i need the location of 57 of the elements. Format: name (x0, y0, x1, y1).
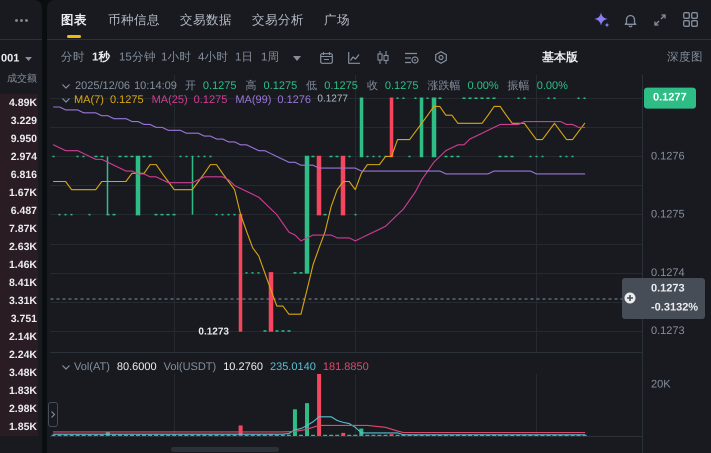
text: 001 (1, 52, 20, 66)
text: 广场 (324, 12, 350, 28)
annotation: 0.1277 (317, 93, 348, 105)
text: 1小时 (161, 51, 192, 65)
text: -0.3132% (651, 302, 698, 314)
text: 3.229 (10, 114, 37, 128)
y-tick-label: 0.1273 (651, 325, 685, 338)
text: 235.0140 (270, 360, 316, 374)
text: 1.46K (8, 258, 37, 272)
y-tick-label: 0.1274 (651, 266, 685, 279)
text: 4小时 (198, 51, 228, 65)
text: 3.48K (8, 366, 37, 380)
annotation: 0.1275 (194, 93, 228, 107)
text: 7.87K (8, 222, 37, 236)
text: 6.816 (10, 168, 37, 182)
text: 4.89K (8, 96, 37, 110)
text: 2.14K (8, 330, 37, 344)
y-tick-label: 0.1276 (651, 150, 685, 162)
text: Vol(USDT) (164, 360, 216, 374)
text: 分时 (61, 51, 85, 65)
text: 2.63K (8, 240, 37, 254)
text: 10.2760 (223, 360, 263, 374)
text: 1.67K (8, 186, 37, 200)
annotation: 0.1276 (277, 93, 312, 107)
text: 交易数据 (180, 12, 232, 28)
text: 2.974 (10, 150, 37, 164)
text: 2025/12/06 10:14:09 开 0.1275 高 0.1275 低 0.1275 收 0.1275 涨跌幅 0.00% 振幅 0.00% (75, 80, 568, 92)
text: 币种信息 (108, 12, 160, 28)
text: MA(7) (74, 93, 104, 107)
annotation: 0.1275 (110, 93, 144, 107)
text: 6.487 (10, 204, 37, 218)
y-tick-label: 0.1275 (651, 208, 685, 221)
text: 15分钟 (119, 51, 156, 65)
text: 成交额 (7, 73, 37, 85)
text: 2.98K (8, 402, 37, 416)
text: 80.6000 (116, 360, 157, 374)
text: 1秒 (92, 51, 110, 65)
text: 9.950 (10, 132, 37, 146)
text: 1.83K (8, 384, 37, 398)
text: 20K (651, 378, 671, 392)
text: 1日 (235, 51, 254, 65)
text: MA(99) (235, 93, 272, 107)
text: 8.41K (8, 276, 37, 290)
text: 图表 (61, 12, 87, 28)
text: 3.31K (8, 294, 37, 308)
text: MA(25) (152, 93, 188, 107)
text: 0.1277 (644, 88, 696, 108)
text: Vol(AT) (74, 360, 110, 374)
text: 3.751 (10, 312, 37, 326)
text: 2.24K (8, 348, 37, 362)
text: 1.85K (8, 420, 37, 434)
text: 1周 (261, 51, 280, 65)
annotation: 0.1273 (198, 326, 229, 338)
text: 181.8850 (322, 360, 369, 374)
text: 基本版 (542, 50, 578, 65)
text: 交易分析 (252, 12, 304, 28)
text: 深度图 (667, 51, 703, 65)
